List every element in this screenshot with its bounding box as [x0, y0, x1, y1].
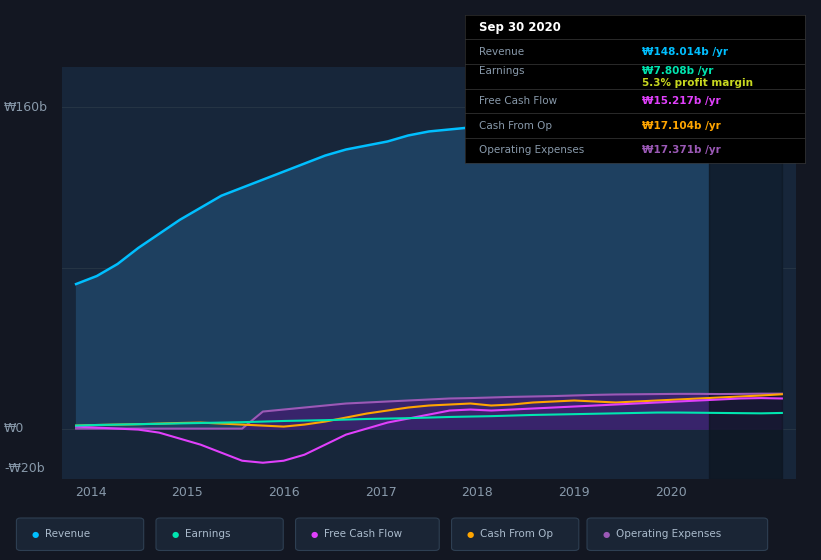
Text: Operating Expenses: Operating Expenses: [616, 529, 721, 539]
Text: ₩17.371b /yr: ₩17.371b /yr: [642, 146, 721, 156]
Text: -₩20b: -₩20b: [4, 462, 44, 475]
Bar: [709, 67, 782, 479]
Text: ₩0: ₩0: [4, 422, 25, 435]
Text: Revenue: Revenue: [479, 46, 524, 57]
Text: Operating Expenses: Operating Expenses: [479, 146, 584, 156]
Text: ₩148.014b /yr: ₩148.014b /yr: [642, 46, 727, 57]
Text: Cash From Op: Cash From Op: [479, 120, 552, 130]
Text: Cash From Op: Cash From Op: [480, 529, 553, 539]
Text: Earnings: Earnings: [479, 66, 524, 76]
Text: ●: ●: [467, 530, 474, 539]
Text: Free Cash Flow: Free Cash Flow: [324, 529, 402, 539]
Text: ●: ●: [311, 530, 318, 539]
Text: Free Cash Flow: Free Cash Flow: [479, 96, 557, 106]
Text: ●: ●: [172, 530, 178, 539]
Text: Revenue: Revenue: [45, 529, 90, 539]
Text: ●: ●: [603, 530, 609, 539]
Text: ₩17.104b /yr: ₩17.104b /yr: [642, 120, 721, 130]
Text: Sep 30 2020: Sep 30 2020: [479, 21, 561, 34]
Text: 5.3% profit margin: 5.3% profit margin: [642, 78, 753, 88]
Text: ₩160b: ₩160b: [4, 101, 48, 114]
Text: ₩7.808b /yr: ₩7.808b /yr: [642, 66, 713, 76]
Text: ₩15.217b /yr: ₩15.217b /yr: [642, 96, 720, 106]
Text: ●: ●: [32, 530, 39, 539]
Text: Earnings: Earnings: [185, 529, 230, 539]
